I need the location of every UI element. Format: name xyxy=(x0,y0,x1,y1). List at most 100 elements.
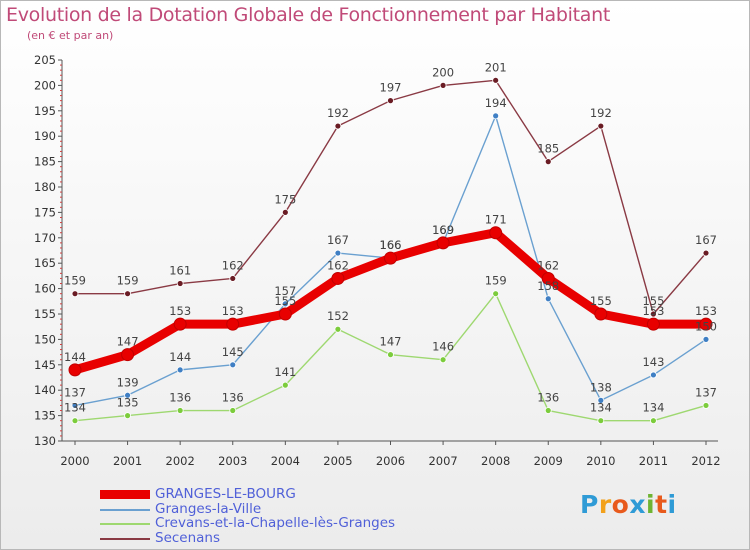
data-point xyxy=(384,251,397,265)
data-point xyxy=(439,356,447,364)
data-point xyxy=(650,417,657,425)
data-label: 146 xyxy=(432,340,454,354)
data-point xyxy=(597,417,605,425)
y-tick-label: 170 xyxy=(34,231,56,245)
data-point xyxy=(281,300,289,308)
data-point xyxy=(176,366,184,374)
data-label: 159 xyxy=(485,274,507,288)
data-label: 161 xyxy=(169,264,191,278)
proxiti-logo[interactable]: Proxiti xyxy=(580,490,677,519)
legend-label: GRANGES-LE-BOURG xyxy=(155,486,296,502)
data-label: 134 xyxy=(590,401,612,415)
x-tick-label: 2009 xyxy=(534,454,563,468)
legend-swatch-secenans xyxy=(100,537,150,540)
data-point xyxy=(331,271,345,285)
data-point xyxy=(334,249,342,257)
data-label: 162 xyxy=(222,258,244,272)
data-point xyxy=(124,412,131,420)
data-point xyxy=(124,290,131,298)
data-label: 135 xyxy=(117,396,139,410)
data-point xyxy=(594,307,608,321)
data-label: 141 xyxy=(274,365,296,379)
data-label: 185 xyxy=(537,142,559,156)
data-point xyxy=(702,402,710,409)
data-point xyxy=(334,325,342,333)
x-tick-label: 2000 xyxy=(60,454,89,468)
data-label: 137 xyxy=(695,385,717,399)
data-label: 162 xyxy=(327,258,349,272)
data-label: 166 xyxy=(380,238,402,252)
y-tick-label: 200 xyxy=(34,78,56,92)
data-point xyxy=(229,275,237,282)
data-point xyxy=(597,396,605,404)
legend-swatch-granges-le-bourg xyxy=(100,490,150,499)
logo-letter: r xyxy=(598,490,612,519)
legend-swatch-granges-la-ville xyxy=(100,508,150,511)
data-point xyxy=(492,76,500,84)
data-label: 192 xyxy=(327,106,349,120)
data-point xyxy=(281,208,289,216)
data-point xyxy=(387,97,394,105)
data-point xyxy=(278,307,292,321)
data-point xyxy=(699,317,713,331)
x-tick-label: 2010 xyxy=(586,454,615,468)
data-point xyxy=(387,351,394,359)
data-label: 158 xyxy=(537,279,559,293)
data-label: 153 xyxy=(695,304,717,318)
data-label: 169 xyxy=(432,223,454,237)
data-point xyxy=(68,363,82,377)
chart-title: Evolution de la Dotation Globale de Fonc… xyxy=(6,4,611,26)
data-label: 155 xyxy=(642,294,664,308)
legend-label: Crevans-et-la-Chapelle-lès-Granges xyxy=(155,515,396,531)
x-tick-label: 2002 xyxy=(166,454,195,468)
data-label: 194 xyxy=(485,96,507,110)
data-label: 150 xyxy=(695,319,717,333)
y-tick-label: 145 xyxy=(34,358,56,372)
data-point xyxy=(650,310,657,318)
y-tick-label: 165 xyxy=(34,256,56,270)
data-label: 136 xyxy=(169,391,191,405)
x-tick-label: 2007 xyxy=(428,454,457,468)
data-label: 153 xyxy=(169,304,191,318)
data-point xyxy=(650,371,657,379)
x-tick-label: 2012 xyxy=(691,454,720,468)
data-point xyxy=(71,290,79,298)
data-point xyxy=(71,417,79,425)
y-tick-label: 135 xyxy=(34,409,56,423)
data-point xyxy=(121,348,135,362)
y-tick-label: 175 xyxy=(34,205,56,219)
data-point xyxy=(492,112,500,120)
data-label: 167 xyxy=(327,233,349,247)
x-tick-label: 2001 xyxy=(113,454,142,468)
data-label: 138 xyxy=(590,380,612,394)
data-point xyxy=(71,402,79,409)
y-tick-label: 195 xyxy=(34,104,56,118)
data-label: 175 xyxy=(274,192,296,206)
data-point xyxy=(439,82,447,89)
data-label: 159 xyxy=(117,274,139,288)
data-point xyxy=(544,158,552,166)
data-label: 171 xyxy=(485,213,507,227)
data-label: 162 xyxy=(537,258,559,272)
legend-label: Secenans xyxy=(155,529,221,546)
data-label: 136 xyxy=(222,391,244,405)
y-tick-label: 150 xyxy=(34,332,56,346)
x-tick-label: 2011 xyxy=(639,454,668,468)
data-label: 169 xyxy=(432,223,454,237)
data-point xyxy=(597,122,605,130)
x-tick-label: 2004 xyxy=(271,454,300,468)
data-point xyxy=(646,317,660,331)
data-label: 159 xyxy=(64,274,86,288)
data-label: 147 xyxy=(117,335,139,349)
data-label: 157 xyxy=(274,284,296,298)
logo-letter: P xyxy=(580,490,599,519)
data-point xyxy=(436,236,450,250)
data-label: 192 xyxy=(590,106,612,120)
logo-letter: i xyxy=(667,490,677,519)
data-label: 166 xyxy=(380,238,402,252)
data-point xyxy=(124,391,131,399)
x-tick-label: 2005 xyxy=(323,454,352,468)
y-tick-label: 185 xyxy=(34,155,56,169)
